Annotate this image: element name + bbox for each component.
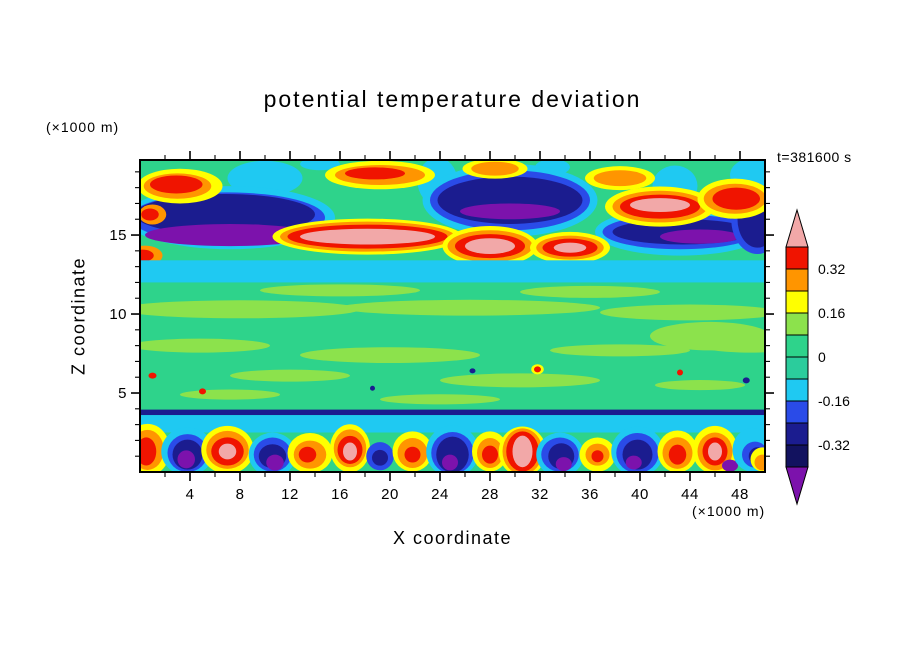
x-tick-label: 32 bbox=[531, 486, 549, 503]
colorbar-band bbox=[785, 400, 809, 424]
colorbar-band bbox=[785, 422, 809, 446]
time-annotation: t=381600 s bbox=[777, 149, 852, 165]
y-axis-label: Z coordinate bbox=[68, 256, 89, 376]
colorbar-tick-label: 0.32 bbox=[818, 261, 845, 277]
x-tick-label: 44 bbox=[681, 486, 699, 503]
x-tick-label: 40 bbox=[631, 486, 649, 503]
x-tick-label: 28 bbox=[481, 486, 499, 503]
y-tick-label: 5 bbox=[118, 385, 127, 402]
y-tick-label: 10 bbox=[109, 306, 127, 323]
colorbar-band bbox=[785, 290, 809, 314]
colorbar-band bbox=[785, 378, 809, 402]
x-tick-label: 16 bbox=[331, 486, 349, 503]
x-tick-label: 8 bbox=[236, 486, 245, 503]
x-tick-label: 20 bbox=[381, 486, 399, 503]
colorbar-band bbox=[785, 444, 809, 468]
colorbar-tick-label: -0.32 bbox=[818, 437, 850, 453]
colorbar-tick-label: 0.16 bbox=[818, 305, 845, 321]
colorbar-band bbox=[785, 334, 809, 358]
x-tick-label: 36 bbox=[581, 486, 599, 503]
x-axis-unit-label: (×1000 m) bbox=[692, 503, 766, 519]
colorbar-band bbox=[785, 268, 809, 292]
chart-title: potential temperature deviation bbox=[263, 86, 642, 112]
colorbar: 0.32 0.16 0 -0.16 -0.32 bbox=[785, 208, 850, 506]
colorbar-arrow-bottom bbox=[785, 466, 809, 506]
colorbar-tick-label: 0 bbox=[818, 349, 826, 365]
plot-frame bbox=[139, 159, 766, 473]
colorbar-band bbox=[785, 312, 809, 336]
temperature-field bbox=[140, 160, 765, 472]
colorbar-band bbox=[785, 246, 809, 270]
x-axis-label: X coordinate bbox=[392, 528, 513, 548]
colorbar-arrow-top bbox=[785, 208, 809, 248]
x-tick-label: 12 bbox=[281, 486, 299, 503]
colorbar-tick-label: -0.16 bbox=[818, 393, 850, 409]
colorbar-band bbox=[785, 356, 809, 380]
x-tick-label: 4 bbox=[186, 486, 195, 503]
x-tick-label: 48 bbox=[731, 486, 749, 503]
x-tick-label: 24 bbox=[431, 486, 449, 503]
y-tick-label: 15 bbox=[109, 227, 127, 244]
y-axis-unit-label: (×1000 m) bbox=[46, 119, 120, 135]
